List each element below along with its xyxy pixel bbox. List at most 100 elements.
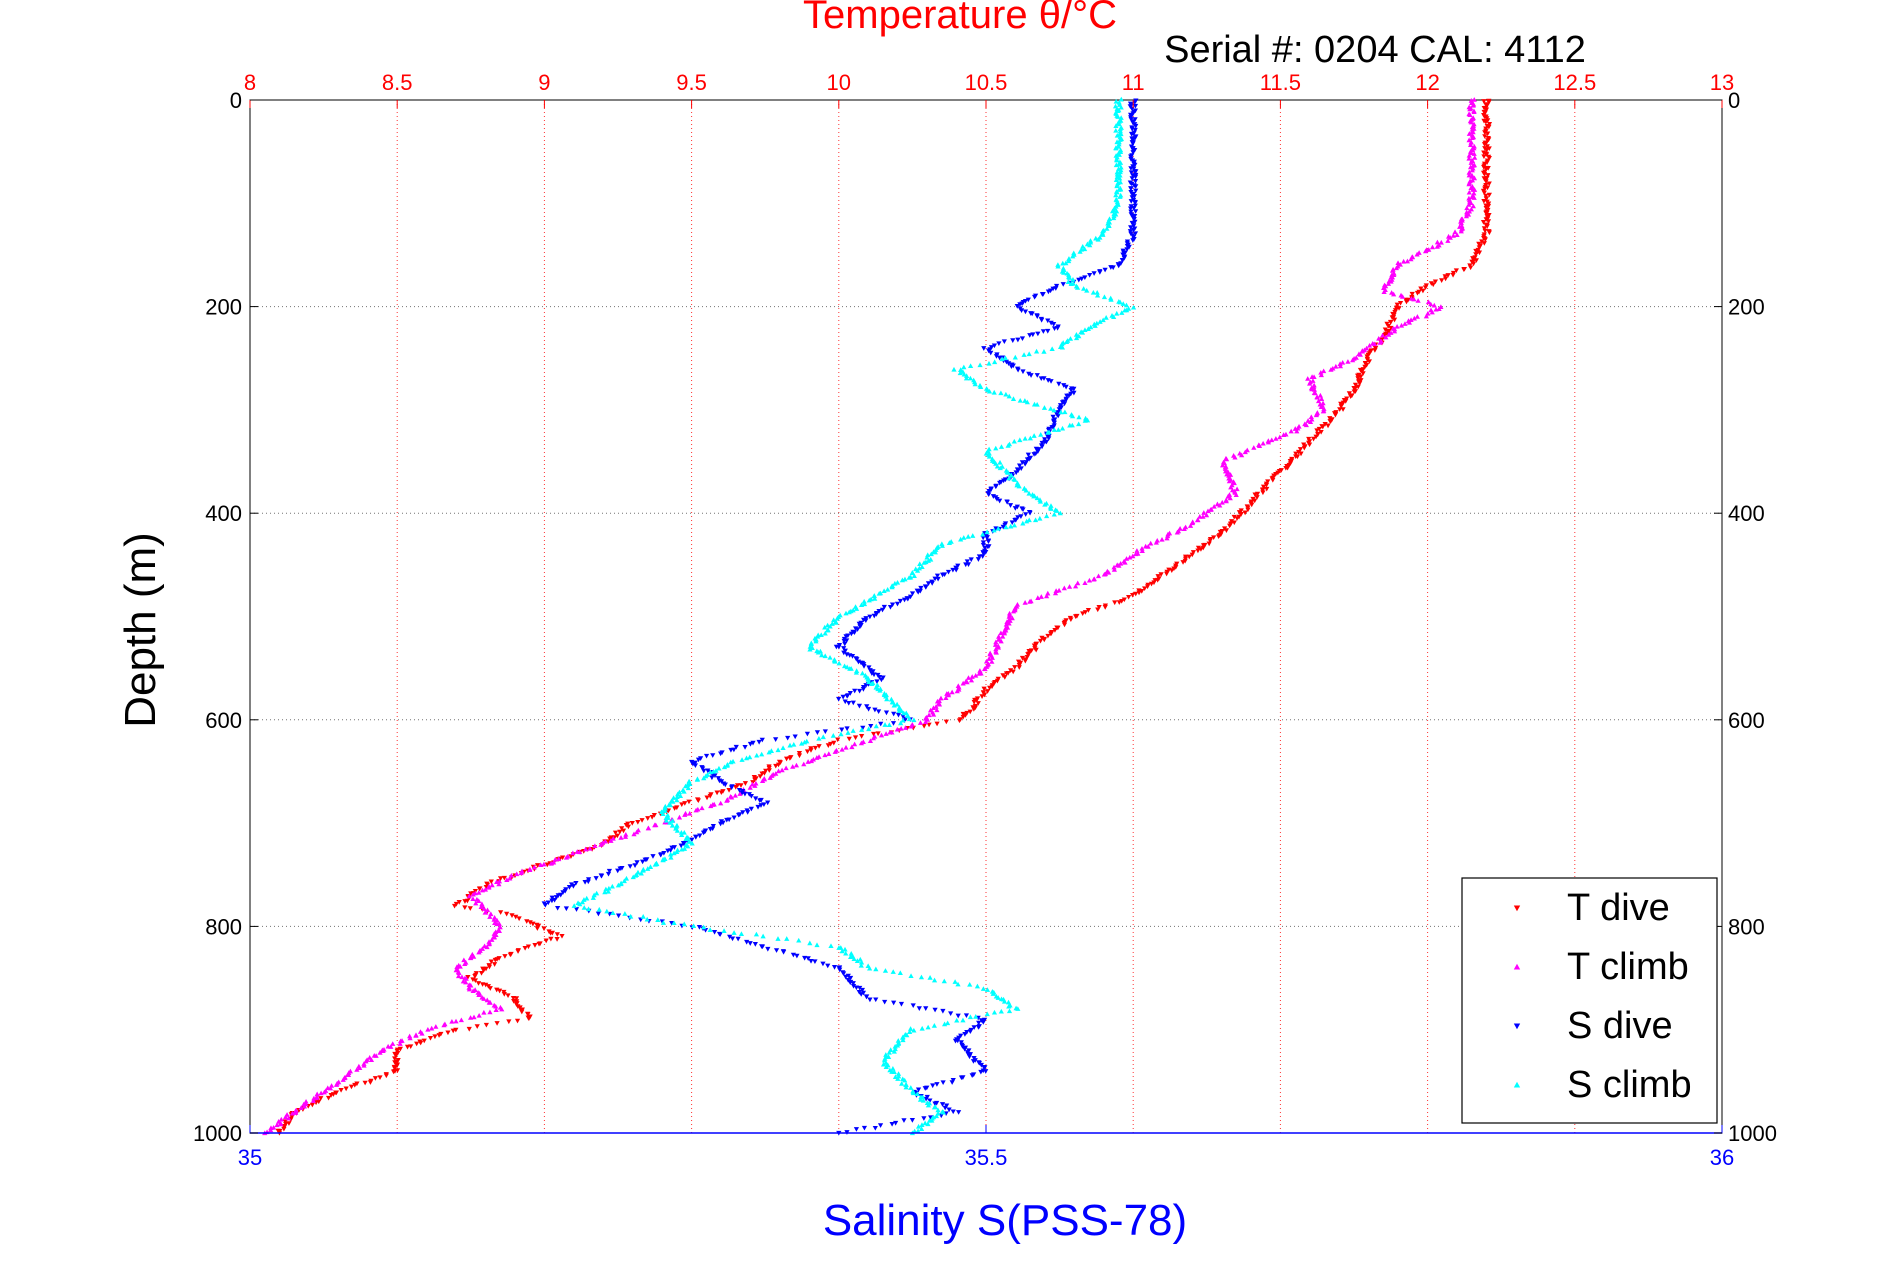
data-point [685, 785, 691, 791]
data-point [1470, 203, 1476, 209]
data-point [1082, 275, 1088, 281]
data-point [1116, 139, 1122, 145]
data-point [1234, 516, 1240, 521]
data-point [911, 717, 917, 723]
data-point [969, 674, 975, 679]
data-point [1256, 443, 1263, 448]
data-point [615, 913, 622, 919]
data-point [1358, 378, 1364, 383]
data-point [1001, 998, 1008, 1004]
data-point [470, 891, 476, 897]
data-point [1019, 655, 1026, 661]
data-point [760, 933, 766, 939]
data-point [687, 810, 693, 816]
data-point [872, 596, 878, 601]
data-point [1003, 391, 1009, 397]
data-point [1085, 326, 1091, 331]
data-point [707, 827, 714, 832]
data-point [681, 788, 687, 794]
data-point [1108, 297, 1114, 302]
data-point [998, 390, 1004, 396]
data-point [559, 933, 565, 939]
data-point [671, 795, 677, 800]
data-point [1114, 174, 1120, 180]
data-point [1048, 379, 1054, 384]
data-point [729, 794, 735, 800]
data-point [333, 1082, 340, 1087]
data-point [955, 1013, 961, 1019]
data-point [1056, 381, 1062, 387]
data-point [984, 987, 991, 992]
data-point [792, 734, 798, 740]
data-point [1481, 190, 1487, 196]
data-point [922, 1120, 928, 1126]
data-point [727, 934, 733, 940]
data-point [960, 714, 966, 720]
data-point [623, 875, 630, 881]
data-point [833, 620, 839, 625]
data-point [1307, 380, 1313, 386]
data-point [873, 966, 879, 972]
data-point [1045, 289, 1052, 295]
data-point [928, 551, 934, 557]
data-point [1366, 342, 1373, 348]
data-point [496, 881, 502, 887]
data-point [994, 463, 1001, 469]
data-point [980, 1020, 986, 1025]
data-point [852, 741, 858, 747]
data-point [516, 916, 522, 922]
data-point [963, 375, 970, 381]
data-point [462, 961, 468, 967]
data-point [598, 842, 604, 847]
data-point [849, 654, 856, 659]
data-point [1288, 428, 1294, 434]
data-point [1391, 291, 1397, 297]
data-point [1224, 456, 1230, 462]
data-point [1337, 361, 1343, 366]
data-point [1066, 256, 1072, 262]
data-point [978, 1062, 984, 1068]
data-point [1485, 173, 1491, 178]
data-point [910, 1003, 916, 1009]
data-point [970, 1059, 977, 1064]
data-point [901, 710, 907, 716]
data-point [1169, 568, 1175, 573]
data-point [1012, 506, 1018, 511]
data-point [1205, 508, 1211, 514]
data-point [635, 819, 641, 825]
data-point [1481, 99, 1487, 104]
data-point [829, 621, 835, 626]
data-point [860, 725, 866, 731]
data-point [1132, 103, 1139, 109]
data-point [796, 750, 803, 756]
tick-label-bottom: 35 [238, 1145, 262, 1170]
data-point [1468, 139, 1474, 145]
data-point [274, 1122, 280, 1128]
data-point [1322, 421, 1328, 427]
data-point [814, 942, 820, 948]
data-point [934, 707, 940, 713]
data-point [827, 654, 833, 660]
data-point [1051, 427, 1057, 432]
data-point [726, 787, 732, 793]
data-point [461, 957, 467, 963]
data-point [507, 952, 513, 958]
data-point [1467, 112, 1473, 117]
data-point [754, 752, 760, 758]
data-point [1128, 206, 1134, 212]
data-point [825, 963, 831, 969]
data-point [338, 1087, 344, 1093]
data-point [1132, 127, 1138, 133]
data-point [1429, 309, 1435, 315]
data-point [1022, 309, 1029, 315]
data-point [872, 1125, 878, 1131]
data-point [493, 1003, 499, 1009]
data-point [1182, 558, 1188, 564]
data-point [1432, 279, 1439, 285]
data-point [542, 902, 548, 908]
data-point [1114, 183, 1120, 189]
data-point [1027, 510, 1033, 516]
data-point [902, 1077, 908, 1083]
data-point [513, 914, 519, 920]
data-point [310, 1098, 316, 1103]
